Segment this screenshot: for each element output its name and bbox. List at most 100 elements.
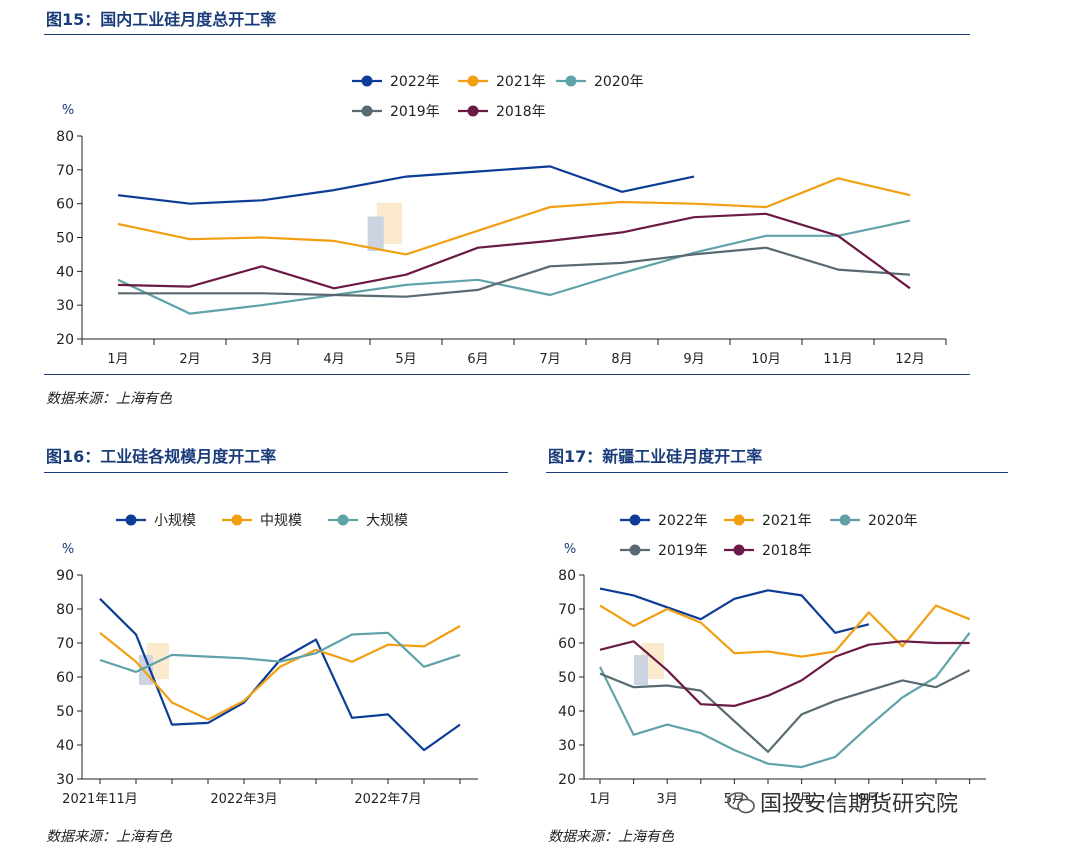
legend-marker: [629, 514, 641, 526]
watermark-logo: [367, 202, 403, 251]
series-line-0: [99, 598, 461, 752]
legend-marker: [337, 514, 349, 526]
legend-label: 2018年: [496, 104, 546, 120]
series-line-0: [117, 165, 695, 205]
x-tick-label: 6月: [467, 352, 488, 367]
series-line-3: [599, 669, 971, 753]
series-line-4: [117, 212, 911, 290]
x-tick-label: 5月: [395, 352, 416, 367]
wechat-icon: [727, 792, 755, 814]
legend-label: 中规模: [260, 513, 302, 529]
x-tick-label: 11月: [823, 352, 853, 367]
series-line-1: [117, 177, 911, 256]
x-tick-label: 2022年3月: [210, 792, 277, 807]
fig16-title: 图16：工业硅各规模月度开工率: [46, 447, 277, 466]
fig15-title: 图15：国内工业硅月度总开工率: [46, 10, 277, 29]
legend-label: 2019年: [390, 104, 440, 120]
legend-label: 2020年: [868, 513, 918, 529]
y-tick-label: 50: [56, 231, 74, 247]
x-tick-label: 12月: [895, 352, 925, 367]
x-tick-label: 7月: [791, 792, 812, 807]
x-tick-label: 1月: [107, 352, 128, 367]
fig15-bottom-rule: [44, 374, 970, 375]
y-tick-label: 90: [56, 568, 74, 584]
x-tick-label: 1月: [589, 792, 610, 807]
legend-marker: [231, 514, 243, 526]
x-tick-label: 2月: [179, 352, 200, 367]
legend-marker: [733, 514, 745, 526]
legend-marker: [733, 544, 745, 556]
y-tick-label: 70: [558, 602, 576, 618]
fig17-title: 图17：新疆工业硅月度开工率: [548, 447, 763, 466]
x-tick-label: 3月: [251, 352, 272, 367]
y-tick-label: 40: [558, 704, 576, 720]
y-tick-label: 60: [56, 197, 74, 213]
fig17-source: 数据来源：上海有色: [548, 829, 674, 845]
x-tick-label: 4月: [323, 352, 344, 367]
fig15-chart: 20 30 40 50 60 70 80% 1月 2月 3月 4月 5月 6月 7月 8月 9月 10月 11月 1…: [56, 74, 947, 367]
x-tick-label: 2022年7月: [354, 792, 421, 807]
y-tick-label: 30: [56, 298, 74, 314]
y-tick-label: 50: [56, 704, 74, 720]
series-line-2: [117, 219, 911, 315]
series-line-2: [99, 631, 461, 673]
y-tick-label: 70: [56, 163, 74, 179]
y-tick-label: 60: [56, 670, 74, 686]
x-tick-label: 9月: [858, 792, 879, 807]
legend-label: 2020年: [594, 74, 644, 90]
legend-label: 小规模: [154, 513, 196, 529]
legend-marker: [361, 75, 373, 87]
series-line-0: [599, 587, 870, 634]
fig16-source: 数据来源：上海有色: [46, 829, 172, 845]
y-tick-label: 80: [558, 568, 576, 584]
x-tick-label: 9月: [683, 352, 704, 367]
y-tick-label: 80: [56, 602, 74, 618]
y-tick-label: 40: [56, 738, 74, 754]
y-tick-label: 40: [56, 264, 74, 280]
y-tick-label: 30: [56, 772, 74, 788]
fig16-chart: 30 40 50 60 70 80 90% 2021年11月 2022年3月 2022年7月 小规模…: [56, 513, 478, 807]
x-tick-label: 7月: [539, 352, 560, 367]
y-tick-label: 20: [558, 772, 576, 788]
fig16-title-rule: [44, 472, 508, 473]
y-unit-label: %: [62, 103, 74, 118]
watermark-logo-mark: [367, 216, 384, 251]
x-tick-label: 3月: [657, 792, 678, 807]
legend-marker: [839, 514, 851, 526]
y-unit-label: %: [62, 542, 74, 557]
legend-marker: [467, 105, 479, 117]
y-tick-label: 50: [558, 670, 576, 686]
series-line-2: [599, 632, 971, 769]
legend-label: 2019年: [658, 543, 708, 559]
fig15-source: 数据来源：上海有色: [46, 391, 172, 407]
legend-marker: [361, 105, 373, 117]
fig15-title-rule: [44, 34, 970, 35]
y-tick-label: 30: [558, 738, 576, 754]
legend-label: 2022年: [658, 513, 708, 529]
legend-label: 2022年: [390, 74, 440, 90]
series-line-1: [599, 604, 971, 658]
legend-label: 2021年: [762, 513, 812, 529]
series-line-3: [118, 246, 911, 298]
wechat-watermark-text: 国投安信期货研究院: [760, 792, 959, 817]
x-tick-label: 8月: [611, 352, 632, 367]
legend-marker: [125, 514, 137, 526]
x-tick-label: 2021年11月: [62, 792, 138, 807]
y-tick-label: 20: [56, 332, 74, 348]
legend-label: 2021年: [496, 74, 546, 90]
legend-marker: [467, 75, 479, 87]
legend-label: 2018年: [762, 543, 812, 559]
y-unit-label: %: [564, 542, 576, 557]
legend-label: 大规模: [366, 513, 408, 529]
watermark-logo-mark: [376, 202, 403, 245]
legend-marker: [629, 544, 641, 556]
legend-marker: [565, 75, 577, 87]
series-line-4: [599, 640, 970, 707]
y-tick-label: 60: [558, 636, 576, 652]
y-tick-label: 80: [56, 129, 74, 145]
watermark-logo-mark: [634, 655, 648, 685]
x-tick-label: 10月: [751, 352, 781, 367]
y-tick-label: 70: [56, 636, 74, 652]
fig17-title-rule: [546, 472, 1008, 473]
